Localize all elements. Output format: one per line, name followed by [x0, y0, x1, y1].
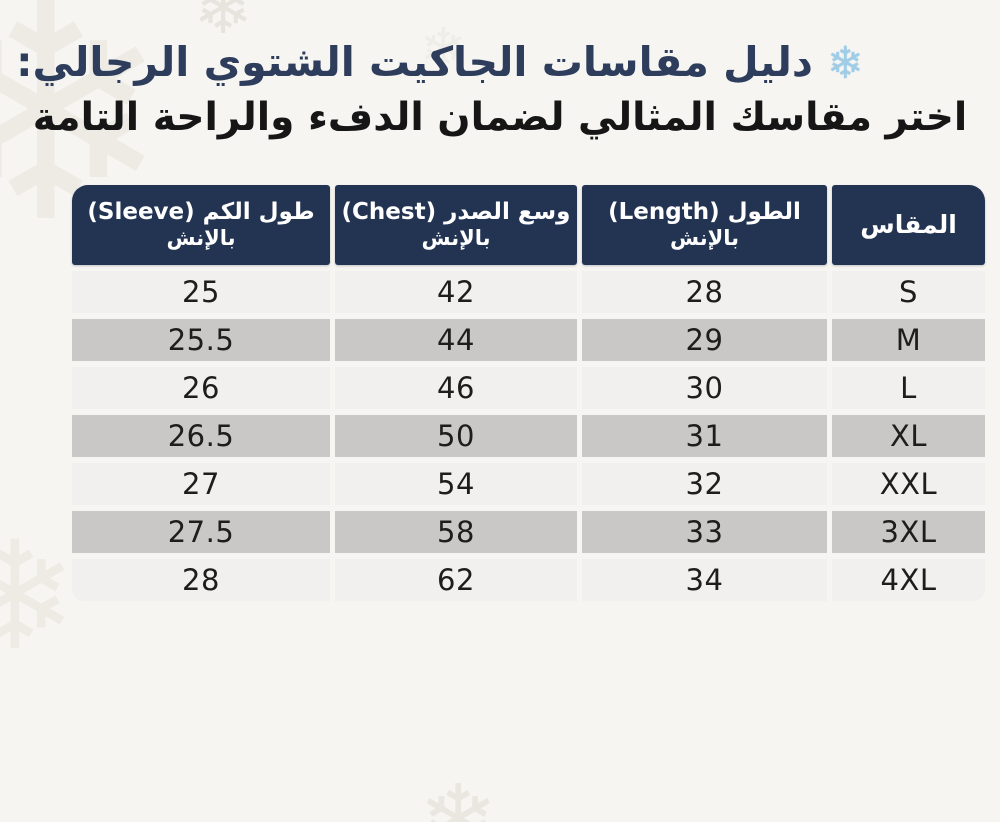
column-header-chest: وسع الصدر (Chest) بالإنش [335, 185, 577, 265]
page-title: ❄ دليل مقاسات الجاكيت الشتوي الرجالي: [0, 36, 880, 91]
cell-chest: 44 [335, 319, 577, 361]
cell-size: XXL [832, 463, 985, 505]
cell-size: XL [832, 415, 985, 457]
cell-sleeve: 27 [72, 463, 330, 505]
cell-sleeve: 25 [72, 271, 330, 313]
cell-chest: 42 [335, 271, 577, 313]
column-header-sleeve: طول الكم (Sleeve) بالإنش [72, 185, 330, 265]
cell-size: M [832, 319, 985, 361]
cell-length: 30 [582, 367, 827, 409]
column-header-unit: بالإنش [421, 226, 491, 251]
cell-chest: 62 [335, 559, 577, 601]
snowflake-icon: ❄ [826, 38, 864, 89]
cell-size: 3XL [832, 511, 985, 553]
cell-chest: 54 [335, 463, 577, 505]
column-header-label: وسع الصدر (Chest) [341, 198, 571, 225]
cell-sleeve: 26 [72, 367, 330, 409]
cell-length: 31 [582, 415, 827, 457]
column-header-label: الطول (Length) [608, 198, 801, 225]
cell-chest: 58 [335, 511, 577, 553]
cell-chest: 50 [335, 415, 577, 457]
header: ❄ دليل مقاسات الجاكيت الشتوي الرجالي: اخت… [0, 36, 1000, 142]
size-table: المقاس الطول (Length) بالإنش وسع الصدر (… [72, 185, 985, 601]
cell-sleeve: 28 [72, 559, 330, 601]
page-subtitle: اختر مقاسك المثالي لضمان الدفء والراحة ا… [32, 95, 968, 140]
cell-length: 34 [582, 559, 827, 601]
cell-length: 29 [582, 319, 827, 361]
column-header-unit: بالإنش [670, 226, 739, 251]
cell-chest: 46 [335, 367, 577, 409]
column-header-label: طول الكم (Sleeve) [87, 198, 315, 225]
page-title-text: دليل مقاسات الجاكيت الشتوي الرجالي: [16, 38, 813, 86]
column-header-label: المقاس [860, 210, 957, 239]
cell-sleeve: 26.5 [72, 415, 330, 457]
cell-sleeve: 25.5 [72, 319, 330, 361]
cell-size: L [832, 367, 985, 409]
cell-sleeve: 27.5 [72, 511, 330, 553]
column-header-length: الطول (Length) بالإنش [582, 185, 827, 265]
cell-size: 4XL [832, 559, 985, 601]
column-header-unit: بالإنش [166, 226, 236, 251]
snowflake-watermark-icon: ❄ [418, 764, 499, 822]
column-header-size: المقاس [832, 185, 985, 265]
cell-length: 33 [582, 511, 827, 553]
cell-length: 28 [582, 271, 827, 313]
cell-size: S [832, 271, 985, 313]
cell-length: 32 [582, 463, 827, 505]
snowflake-watermark-icon: ❄ [0, 510, 78, 684]
